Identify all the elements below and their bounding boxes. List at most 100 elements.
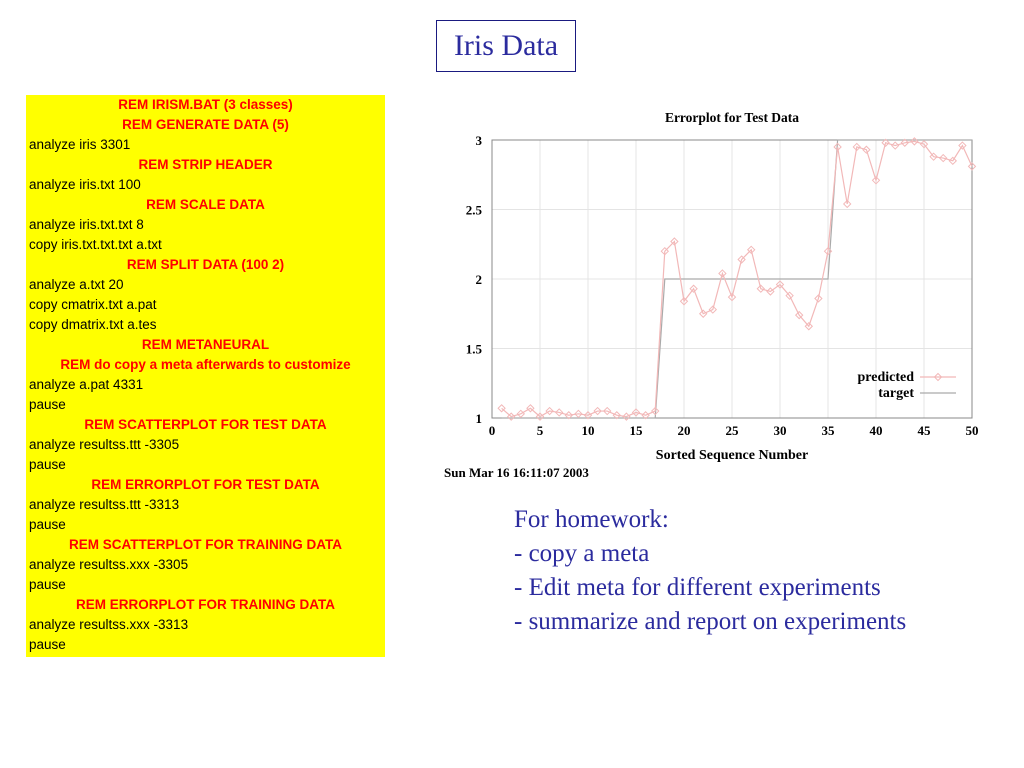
code-command-line: copy iris.txt.txt.txt a.txt xyxy=(29,237,162,252)
predicted-point xyxy=(679,297,689,306)
homework-item: - copy a meta xyxy=(514,540,650,567)
y-tick-label: 1.5 xyxy=(466,342,483,357)
code-command-line: analyze iris 3301 xyxy=(29,137,131,152)
code-command-line: analyze resultss.xxx -3313 xyxy=(29,617,189,632)
legend-label-target: target xyxy=(878,386,914,401)
x-tick-label: 20 xyxy=(678,423,691,438)
code-command-line: analyze resultss.ttt -3313 xyxy=(29,497,180,512)
predicted-point xyxy=(938,153,948,163)
y-tick-label: 2.5 xyxy=(466,203,483,218)
code-comment-line: REM SPLIT DATA (100 2) xyxy=(126,257,285,272)
code-command-line: analyze resultss.ttt -3305 xyxy=(29,437,180,452)
legend-marker-predicted xyxy=(933,372,943,382)
predicted-point xyxy=(727,292,737,302)
code-command-line: copy dmatrix.txt a.tes xyxy=(29,317,157,332)
predicted-point xyxy=(794,310,804,320)
errorplot-svg: 0 5 10 15 20 25 30 35 40 45 50 1 1.5 2 2.5 3 Errorplot f… xyxy=(444,110,979,480)
predicted-point xyxy=(852,142,862,152)
predicted-point xyxy=(881,138,890,147)
batch-script-listing: REM IRISM.BAT (3 classes) REM GENERATE DA… xyxy=(26,95,385,657)
x-tick-label: 15 xyxy=(630,423,644,438)
homework-notes: For homework: - copy a meta - Edit meta fo… xyxy=(514,503,1014,639)
predicted-point xyxy=(775,280,785,289)
predicted-point xyxy=(670,237,679,246)
predicted-point xyxy=(641,411,650,420)
predicted-point xyxy=(910,137,919,146)
legend-label-predicted: predicted xyxy=(857,370,914,385)
predicted-point xyxy=(766,287,775,296)
predicted-point xyxy=(823,246,833,256)
predicted-point xyxy=(737,255,746,264)
series-predicted-line xyxy=(501,140,973,418)
x-tick-label: 35 xyxy=(822,423,836,438)
y-tick-label: 1 xyxy=(476,411,483,426)
code-command-line: analyze a.txt 20 xyxy=(29,277,124,292)
slide-title: Iris Data xyxy=(436,20,576,72)
predicted-point xyxy=(660,246,670,256)
predicted-point xyxy=(842,199,852,209)
code-comment-line: REM STRIP HEADER xyxy=(138,157,273,172)
predicted-point xyxy=(689,284,698,293)
code-comment-line: REM GENERATE DATA (5) xyxy=(122,117,289,132)
chart-timestamp: Sun Mar 16 16:11:07 2003 xyxy=(444,465,589,480)
code-comment-line: REM SCALE DATA xyxy=(146,197,265,212)
predicted-point xyxy=(746,245,756,255)
predicted-point xyxy=(814,294,823,303)
x-tick-label: 10 xyxy=(582,423,595,438)
predicted-point xyxy=(919,139,929,149)
code-comment-line: REM SCATTERPLOT FOR TEST DATA xyxy=(84,417,327,432)
predicted-point xyxy=(526,404,535,413)
code-command-line: pause xyxy=(29,517,66,532)
code-comment-line: REM do copy a meta afterwards to customi… xyxy=(60,357,351,372)
code-command-line: analyze a.pat 4331 xyxy=(29,377,144,392)
y-tick-label: 3 xyxy=(476,133,483,148)
predicted-point xyxy=(871,176,881,185)
predicted-point xyxy=(497,404,506,413)
x-tick-label: 0 xyxy=(489,423,496,438)
predicted-point xyxy=(602,406,612,416)
code-command-line: analyze resultss.xxx -3305 xyxy=(29,557,189,572)
series-target-line xyxy=(501,139,972,419)
predicted-point xyxy=(564,411,574,420)
code-command-line: pause xyxy=(29,637,66,652)
predicted-point xyxy=(535,412,545,421)
homework-heading: For homework: xyxy=(514,506,669,533)
predicted-point xyxy=(718,269,727,278)
predicted-point xyxy=(650,406,660,416)
predicted-point xyxy=(593,406,602,416)
predicted-point xyxy=(890,141,900,150)
code-comment-line: REM ERRORPLOT FOR TEST DATA xyxy=(91,477,320,492)
predicted-point xyxy=(958,141,967,150)
predicted-point xyxy=(612,411,622,420)
x-tick-label: 30 xyxy=(774,423,787,438)
predicted-point xyxy=(545,406,554,416)
plot-frame xyxy=(491,139,973,419)
code-command-line: copy cmatrix.txt a.pat xyxy=(29,297,157,312)
chart-title: Errorplot for Test Data xyxy=(665,110,799,125)
predicted-point xyxy=(900,138,910,147)
code-command-line: analyze iris.txt.txt 8 xyxy=(29,217,144,232)
predicted-point xyxy=(516,409,526,419)
x-tick-label: 45 xyxy=(918,423,932,438)
homework-item: - summarize and report on experiments xyxy=(514,608,907,635)
code-comment-line: REM IRISM.BAT (3 classes) xyxy=(118,97,293,112)
code-comment-line: REM ERRORPLOT FOR TRAINING DATA xyxy=(76,597,335,612)
code-comment-line: REM SCATTERPLOT FOR TRAINING DATA xyxy=(69,537,342,552)
x-tick-label: 50 xyxy=(966,423,979,438)
x-axis-label: Sorted Sequence Number xyxy=(656,448,808,463)
code-command-line: pause xyxy=(29,397,66,412)
predicted-point xyxy=(574,409,583,419)
homework-item: - Edit meta for different experiments xyxy=(514,574,881,601)
x-tick-label: 5 xyxy=(537,423,544,438)
predicted-point xyxy=(804,322,814,331)
predicted-point xyxy=(756,284,766,293)
predicted-point xyxy=(862,145,871,154)
errorplot-chart: 0 5 10 15 20 25 30 35 40 45 50 1 1.5 2 2.5 3 Errorplot f… xyxy=(440,100,1000,490)
predicted-point xyxy=(698,309,708,318)
predicted-point xyxy=(583,411,593,420)
code-command-line: analyze iris.txt 100 xyxy=(29,177,141,192)
x-tick-label: 25 xyxy=(726,423,740,438)
y-tick-label: 2 xyxy=(476,272,483,287)
predicted-point xyxy=(622,412,631,421)
code-command-line: pause xyxy=(29,577,66,592)
